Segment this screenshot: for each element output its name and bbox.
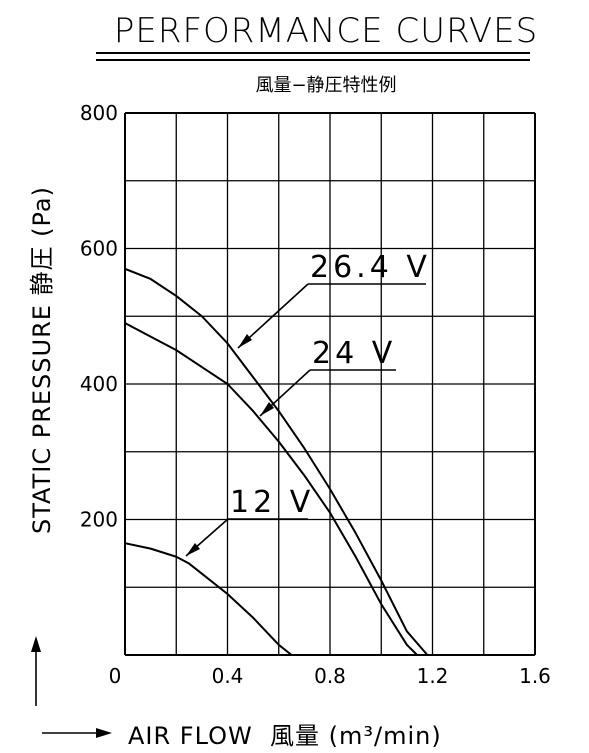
x-tick-label: 1.6 [519, 664, 551, 688]
arrow-head-icon [238, 334, 252, 348]
y-tick-label: 600 [80, 237, 118, 261]
series-label-12v: 12 V [185, 485, 314, 557]
chart-grid [124, 112, 536, 656]
series-line-24-v [124, 322, 418, 656]
chart-subtitle: 風量−静圧特性例 [255, 75, 396, 96]
y-tick-label: 200 [80, 508, 118, 532]
x-axis-label-group: AIR FLOW 風量 (m³/min) [42, 722, 442, 750]
series-label-text: 12 V [230, 485, 314, 520]
x-tick-label: 0 [109, 664, 122, 688]
chart-title: PERFORMANCE CURVES [114, 11, 538, 51]
series-line-26-4-v [124, 267, 429, 656]
x-tick-label: 0.8 [314, 664, 346, 688]
y-axis-label: STATIC PRESSURE 静圧 (Pa) [28, 186, 56, 534]
x-tick-label: 0.4 [212, 664, 244, 688]
arrow-head-icon [186, 543, 200, 556]
y-axis-label-group: STATIC PRESSURE 静圧 (Pa) [28, 186, 56, 706]
arrow-up-icon [31, 636, 41, 652]
series-label-text: 24 V [312, 336, 396, 371]
series-label-text: 26.4 V [310, 250, 431, 285]
x-axis-label: AIR FLOW 風量 (m³/min) [128, 722, 442, 750]
series-label-26-4v: 26.4 V [237, 250, 431, 349]
series-label-24v: 24 V [259, 336, 396, 417]
x-tick-label: 1.2 [417, 664, 449, 688]
chart-ticks: 0 0.4 0.8 1.2 1.6 200 400 600 800 [80, 101, 551, 688]
arrow-head-icon [260, 402, 274, 416]
y-tick-label: 800 [80, 101, 118, 125]
arrow-right-icon [96, 728, 112, 738]
y-tick-label: 400 [80, 372, 118, 396]
chart-curves [124, 267, 429, 656]
series-line-12-v [124, 542, 293, 656]
